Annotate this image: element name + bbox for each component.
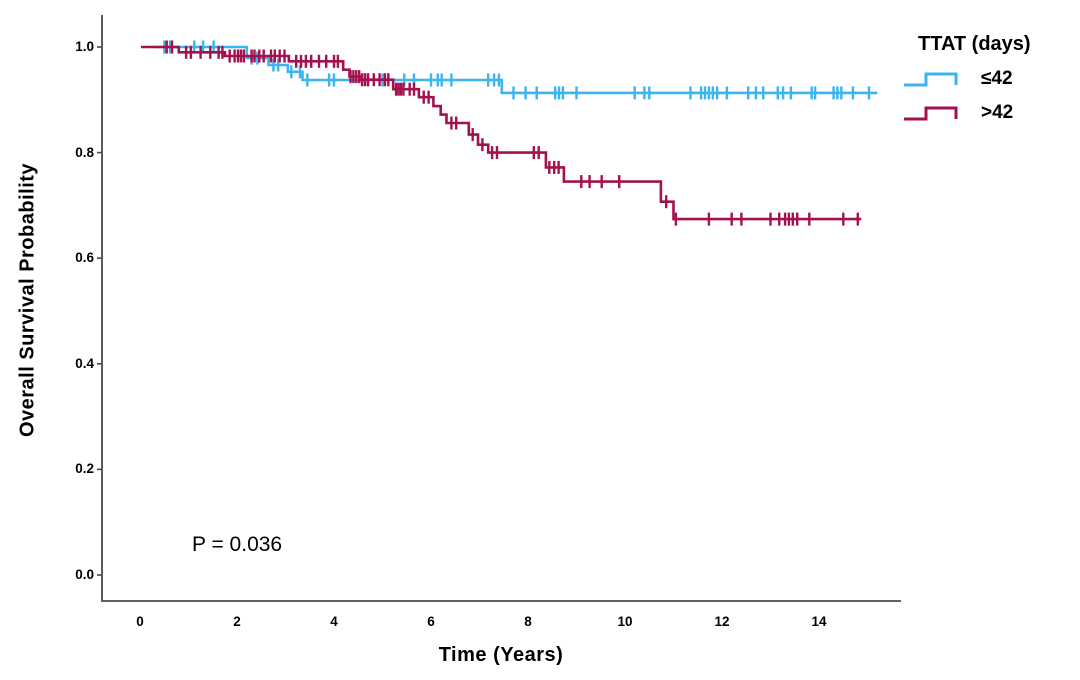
x-tick-label: 2 bbox=[233, 614, 241, 629]
p-value-annotation: P = 0.036 bbox=[192, 533, 283, 556]
y-axis-ticks bbox=[97, 46, 102, 576]
survival-curve-gt42 bbox=[141, 45, 862, 221]
y-tick-label: 0.0 bbox=[75, 567, 94, 582]
legend-step-line-le42-icon bbox=[904, 72, 958, 86]
y-tick-label: 0.2 bbox=[75, 461, 94, 477]
censor-ticks-gt42 bbox=[165, 40, 859, 226]
axis-lines bbox=[101, 15, 901, 602]
legend-step-line-gt42-icon bbox=[904, 106, 958, 120]
y-tick-label: 0.6 bbox=[75, 250, 94, 266]
survival-curves bbox=[141, 40, 878, 226]
x-axis-title: Time (Years) bbox=[438, 644, 564, 666]
legend-label-gt42: >42 bbox=[981, 101, 1014, 123]
legend-row-gt42: >42 bbox=[902, 99, 1031, 126]
x-tick-label: 10 bbox=[617, 614, 633, 629]
legend-title: TTAT (days) bbox=[918, 33, 1031, 55]
legend-row-le42: ≤42 bbox=[902, 65, 1031, 92]
x-tick-label: 0 bbox=[136, 614, 144, 629]
y-tick-label: 0.8 bbox=[75, 144, 94, 160]
x-tick-label: 8 bbox=[524, 614, 532, 629]
x-tick-label: 12 bbox=[714, 614, 730, 629]
y-tick-label: 1.0 bbox=[75, 39, 94, 54]
y-axis-title: Overall Survival Probability bbox=[16, 162, 39, 438]
legend: TTAT (days) ≤42 >42 bbox=[902, 33, 1031, 133]
x-tick-label: 6 bbox=[427, 614, 435, 629]
x-tick-label: 14 bbox=[811, 614, 827, 629]
legend-label-le42: ≤42 bbox=[981, 67, 1013, 89]
x-tick-label: 4 bbox=[330, 614, 338, 629]
censor-ticks-le42 bbox=[163, 40, 871, 100]
y-tick-label: 0.4 bbox=[75, 355, 94, 371]
